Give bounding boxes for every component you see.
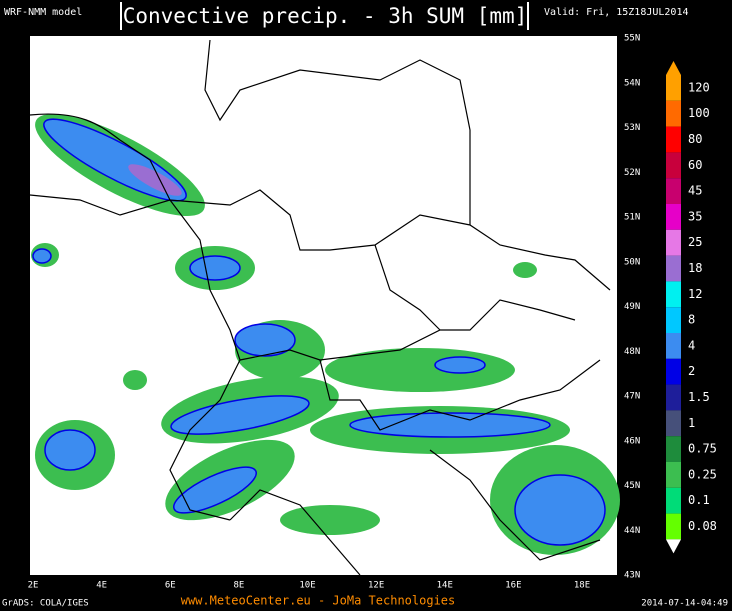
latitude-label: 48N bbox=[624, 347, 640, 357]
colorbar-swatch bbox=[666, 229, 681, 256]
colorbar-label: 18 bbox=[688, 261, 702, 275]
colorbar-label: 120 bbox=[688, 80, 710, 94]
model-label: WRF-NMM model bbox=[4, 7, 82, 18]
longitude-label: 6E bbox=[165, 581, 176, 591]
colorbar-swatch bbox=[666, 487, 681, 514]
title: Convective precip. - 3h SUM [mm] bbox=[123, 4, 528, 28]
colorbar-swatch bbox=[666, 410, 681, 437]
colorbar-label: 100 bbox=[688, 106, 710, 120]
colorbar-label: 25 bbox=[688, 235, 702, 249]
longitude-label: 16E bbox=[505, 581, 521, 591]
longitude-label: 12E bbox=[368, 581, 384, 591]
latitude-label: 54N bbox=[624, 78, 640, 88]
valid-time: Valid: Fri, 15Z18JUL2014 bbox=[544, 7, 689, 18]
colorbar-swatch bbox=[666, 100, 681, 127]
latitude-label: 51N bbox=[624, 213, 640, 223]
latitude-label: 50N bbox=[624, 257, 640, 267]
colorbar-bottom-arrow bbox=[666, 539, 681, 554]
colorbar-label: 1.5 bbox=[688, 390, 710, 404]
colorbar-label: 1 bbox=[688, 416, 695, 430]
latitude-label: 49N bbox=[624, 302, 640, 312]
colorbar-swatch bbox=[666, 152, 681, 179]
colorbar-swatch bbox=[666, 178, 681, 204]
longitude-labels: 2E 4E 6E 8E 10E 12E 14E 16E 18E bbox=[28, 581, 591, 591]
longitude-label: 2E bbox=[28, 581, 39, 591]
colorbar-top-arrow bbox=[666, 61, 681, 75]
latitude-label: 45N bbox=[624, 481, 640, 491]
colorbar-swatch bbox=[666, 513, 681, 540]
colorbar-label: 0.1 bbox=[688, 493, 710, 507]
colorbar-label: 0.08 bbox=[688, 519, 717, 533]
latitude-label: 55N bbox=[624, 34, 640, 44]
site-credit: www.MeteoCenter.eu - JoMa Technologies bbox=[181, 594, 456, 608]
latitude-label: 52N bbox=[624, 168, 640, 178]
borders bbox=[29, 39, 611, 576]
colorbar-swatch bbox=[666, 333, 681, 359]
latitude-label: 43N bbox=[624, 571, 640, 581]
colorbar-swatch bbox=[666, 204, 681, 230]
colorbar-label: 80 bbox=[688, 132, 702, 146]
colorbar-swatch bbox=[666, 255, 681, 282]
colorbar-swatch bbox=[666, 281, 681, 308]
longitude-label: 4E bbox=[96, 581, 107, 591]
longitude-label: 18E bbox=[574, 581, 590, 591]
colorbar-label: 12 bbox=[688, 287, 702, 301]
colorbar-label: 0.75 bbox=[688, 442, 717, 456]
colorbar-swatch bbox=[666, 307, 681, 333]
longitude-label: 10E bbox=[299, 581, 315, 591]
precip-purple bbox=[128, 164, 182, 196]
software-credit: GrADS: COLA/IGES bbox=[2, 599, 89, 609]
colorbar-swatch bbox=[666, 358, 681, 385]
longitude-label: 14E bbox=[437, 581, 453, 591]
timestamp: 2014-07-14-04:49 bbox=[641, 599, 728, 609]
colorbar-label: 0.25 bbox=[688, 467, 717, 481]
colorbar-swatch bbox=[666, 462, 681, 488]
latitude-label: 53N bbox=[624, 123, 640, 133]
map-area bbox=[29, 36, 620, 576]
colorbar-label: 60 bbox=[688, 158, 702, 172]
longitude-label: 8E bbox=[233, 581, 244, 591]
colorbar-label: 8 bbox=[688, 313, 695, 327]
colorbar-label: 2 bbox=[688, 364, 695, 378]
latitude-labels: 55N 54N 53N 52N 51N 50N 49N 48N 47N 46N 45N 44N 43N bbox=[624, 34, 640, 581]
colorbar-swatch bbox=[666, 436, 681, 462]
colorbar-label: 35 bbox=[688, 209, 702, 223]
colorbar-swatch bbox=[666, 384, 681, 411]
colorbar-swatch bbox=[666, 126, 681, 153]
colorbar-label: 45 bbox=[688, 184, 702, 198]
latitude-label: 44N bbox=[624, 526, 640, 536]
latitude-label: 47N bbox=[624, 392, 640, 402]
colorbar: 120 100 80 60 45 35 25 18 12 8 4 2 1.5 1 0.75 0.25 0.1 0.… bbox=[666, 61, 717, 554]
colorbar-label: 4 bbox=[688, 338, 695, 352]
colorbar-swatch bbox=[666, 75, 681, 101]
latitude-label: 46N bbox=[624, 436, 640, 446]
